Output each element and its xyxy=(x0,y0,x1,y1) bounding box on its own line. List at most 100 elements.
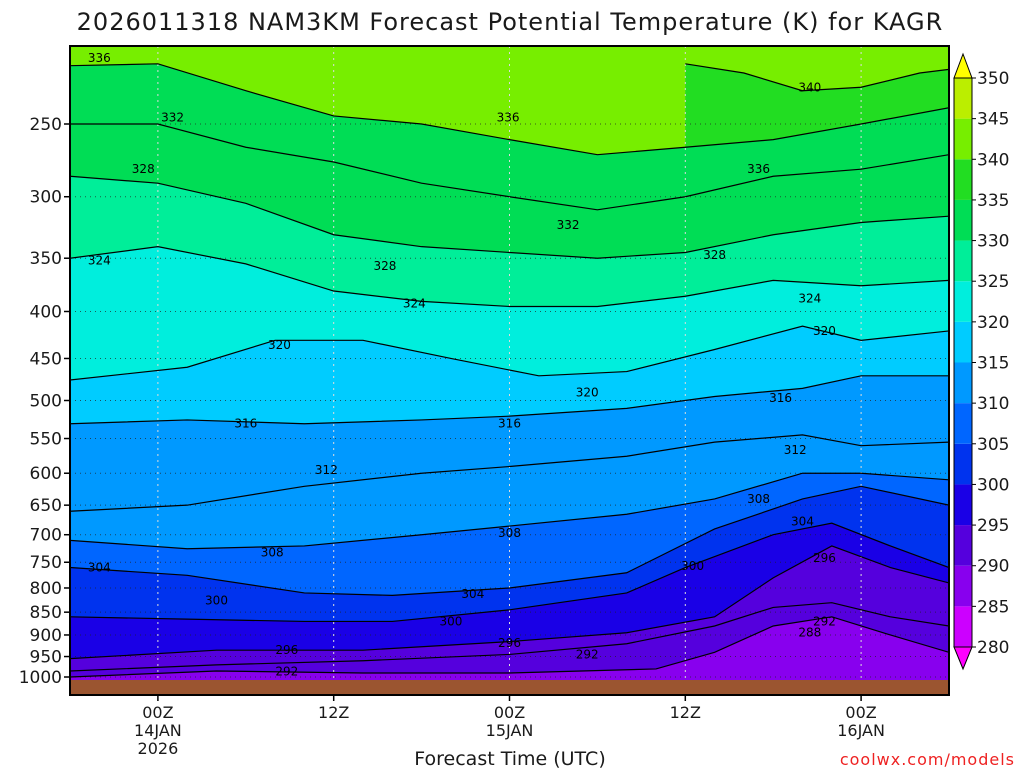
colorbar-label: 330 xyxy=(977,232,1009,252)
colorbar-label: 295 xyxy=(977,516,1009,536)
colorbar-arrow-low xyxy=(953,646,973,671)
y-tick-label: 400 xyxy=(30,302,62,322)
contour-label: 312 xyxy=(784,443,807,457)
colorbar: 280 285 290 295 300 305 310 315 320 325 330 335 340 3… xyxy=(953,52,1009,671)
contour-308 xyxy=(70,472,949,550)
x-tick-label: 00Z xyxy=(142,703,173,722)
filled-contours xyxy=(70,46,949,695)
contour-label: 292 xyxy=(275,664,298,678)
colorbar-swatch xyxy=(954,240,972,282)
x-tick-label: 00Z xyxy=(845,703,876,722)
contour-292 xyxy=(70,602,949,672)
contour-300 xyxy=(70,522,949,623)
colorbar-swatch xyxy=(954,78,972,119)
colorbar-label: 350 xyxy=(977,69,1009,89)
contour-label: 300 xyxy=(205,594,228,608)
contour-288 xyxy=(70,616,949,678)
y-axis-ticks: 250 300 350 400 450 500 550 600 650 700 750 800 850 9… xyxy=(19,115,70,688)
colorbar-label: 300 xyxy=(977,475,1009,495)
contour-336 xyxy=(70,63,949,156)
contour-304 xyxy=(70,485,949,596)
colorbar-swatch xyxy=(954,199,972,241)
x-tick-label: 12Z xyxy=(318,703,349,722)
y-tick-label: 300 xyxy=(30,188,62,208)
contour-316 xyxy=(70,375,949,425)
colorbar-swatch xyxy=(954,159,972,200)
contour-label: 332 xyxy=(557,218,580,232)
credit-link[interactable]: coolwx.com/models xyxy=(840,750,1015,768)
contour-340 xyxy=(685,63,949,92)
contour-label: 336 xyxy=(747,162,770,176)
colorbar-swatch xyxy=(954,281,972,322)
colorbar-label: 325 xyxy=(977,272,1009,292)
contour-label: 324 xyxy=(403,296,426,310)
colorbar-label: 280 xyxy=(977,638,1009,658)
contour-332 xyxy=(70,123,949,211)
y-tick-label: 600 xyxy=(30,464,62,484)
x-tick-label: 15JAN xyxy=(486,721,534,740)
colorbar-swatch xyxy=(954,403,972,444)
colorbar-label: 345 xyxy=(977,110,1009,130)
contour-label: 304 xyxy=(791,514,814,528)
contour-label: 292 xyxy=(576,647,599,661)
colorbar-arrow-high xyxy=(953,52,973,79)
y-tick-label: 250 xyxy=(30,115,62,135)
chart-title: 2026011318 NAM3KM Forecast Potential Tem… xyxy=(77,8,944,36)
band-below-288 xyxy=(70,616,949,695)
contour-label: 300 xyxy=(681,559,704,573)
y-tick-label: 950 xyxy=(30,648,62,668)
colorbar-swatch xyxy=(954,443,972,485)
colorbar-label: 340 xyxy=(977,150,1009,170)
colorbar-label: 335 xyxy=(977,191,1009,211)
colorbar-label: 315 xyxy=(977,354,1009,374)
contour-label: 308 xyxy=(498,526,521,540)
contour-label: 304 xyxy=(461,587,484,601)
colorbar-swatch xyxy=(954,321,972,363)
y-tick-label: 450 xyxy=(30,349,62,369)
contour-label: 328 xyxy=(374,259,397,273)
contour-label: 296 xyxy=(813,551,836,565)
contour-328 xyxy=(70,175,949,259)
y-tick-label: 650 xyxy=(30,496,62,516)
contour-296 xyxy=(70,545,949,660)
colorbar-label: 290 xyxy=(977,557,1009,577)
contour-label: 324 xyxy=(88,253,111,267)
y-tick-label: 800 xyxy=(30,579,62,599)
contour-label: 304 xyxy=(88,561,111,575)
contour-320 xyxy=(70,325,949,381)
contour-label: 320 xyxy=(576,385,599,399)
y-tick-label: 900 xyxy=(30,626,62,646)
contour-label: 300 xyxy=(439,614,462,628)
colorbar-label: 320 xyxy=(977,313,1009,333)
contour-label: 288 xyxy=(798,626,821,640)
contour-label: 328 xyxy=(703,248,726,262)
contour-label: 324 xyxy=(798,291,821,305)
contour-label: 320 xyxy=(268,338,291,352)
y-tick-label: 750 xyxy=(30,553,62,573)
y-tick-label: 700 xyxy=(30,526,62,546)
contour-label: 296 xyxy=(498,636,521,650)
contour-lines xyxy=(70,63,949,678)
contour-label: 316 xyxy=(769,391,792,405)
x-tick-label: 16JAN xyxy=(837,721,885,740)
contour-label: 292 xyxy=(813,614,836,628)
x-tick-label: 2026 xyxy=(138,739,179,758)
y-tick-label: 350 xyxy=(30,249,62,269)
contour-label: 336 xyxy=(88,51,111,65)
colorbar-swatch xyxy=(954,362,972,404)
colorbar-swatch xyxy=(954,565,972,607)
y-tick-label: 850 xyxy=(30,603,62,623)
y-tick-label: 500 xyxy=(30,392,62,412)
contour-label: 336 xyxy=(497,111,520,125)
contour-312 xyxy=(70,434,949,512)
contour-label: 320 xyxy=(813,324,836,338)
colorbar-swatch xyxy=(954,484,972,526)
contour-324 xyxy=(70,246,949,308)
colorbar-swatch xyxy=(954,606,972,647)
colorbar-swatch xyxy=(954,525,972,566)
contour-labels: 336 332 328 324 336 340 336 332 328 328 324 324 320 3… xyxy=(88,51,836,678)
colorbar-swatch xyxy=(954,118,972,160)
contour-label: 312 xyxy=(315,463,338,477)
